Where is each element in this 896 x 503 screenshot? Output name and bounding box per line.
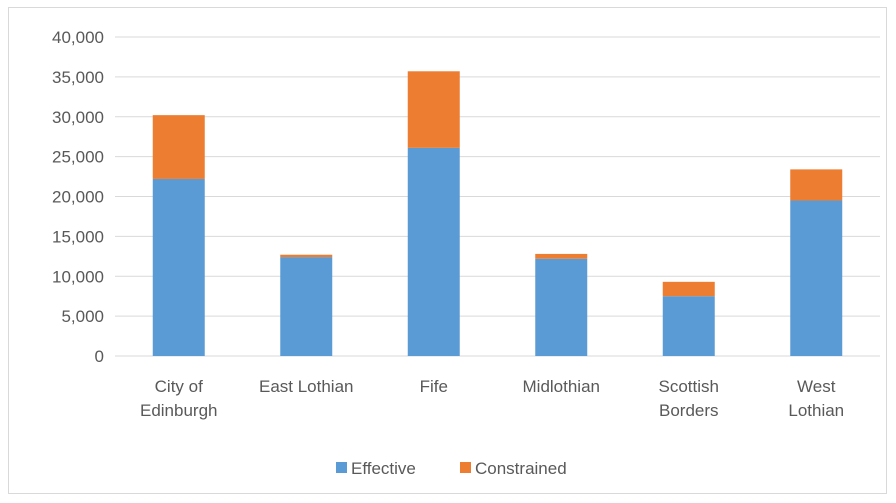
category-label: Borders	[659, 401, 719, 420]
bar-effective-3	[535, 258, 588, 356]
y-tick-label: 10,000	[52, 267, 104, 286]
bar-effective-4	[662, 296, 715, 356]
bar-constrained-3	[535, 253, 588, 259]
y-tick-label: 15,000	[52, 227, 104, 246]
category-label: Lothian	[788, 401, 844, 420]
category-label: Midlothian	[523, 377, 601, 396]
bar-effective-1	[280, 257, 333, 356]
category-label: West	[797, 377, 836, 396]
y-tick-label: 5,000	[61, 307, 104, 326]
y-tick-label: 35,000	[52, 68, 104, 87]
legend-label-constrained: Constrained	[475, 459, 567, 478]
category-label: Fife	[420, 377, 448, 396]
category-label: East Lothian	[259, 377, 354, 396]
y-tick-label: 25,000	[52, 148, 104, 167]
bars	[152, 71, 843, 356]
legend-label-effective: Effective	[351, 459, 416, 478]
bar-constrained-4	[662, 281, 715, 297]
category-label: Edinburgh	[140, 401, 218, 420]
category-label: City of	[155, 377, 203, 396]
bar-constrained-2	[407, 71, 460, 148]
y-tick-label: 0	[95, 347, 104, 366]
bar-constrained-0	[152, 115, 205, 179]
x-axis-labels: City of Edinburgh East Lothian Fife Midlothi…	[140, 377, 844, 420]
gridlines	[115, 36, 880, 357]
y-tick-label: 20,000	[52, 188, 104, 207]
legend-swatch-effective	[336, 462, 347, 473]
y-tick-label: 40,000	[52, 28, 104, 47]
bar-effective-0	[152, 178, 205, 356]
legend-swatch-constrained	[460, 462, 471, 473]
bar-constrained-1	[280, 254, 333, 258]
bar-constrained-5	[790, 169, 843, 201]
category-label: Scottish	[659, 377, 719, 396]
legend: Effective Constrained	[336, 459, 567, 478]
bar-effective-2	[407, 147, 460, 356]
y-axis-ticks: 0 5,000 10,000 15,000 20,000 25,000 30,000 35,0…	[52, 28, 104, 366]
y-tick-label: 30,000	[52, 108, 104, 127]
bar-effective-5	[790, 200, 843, 356]
